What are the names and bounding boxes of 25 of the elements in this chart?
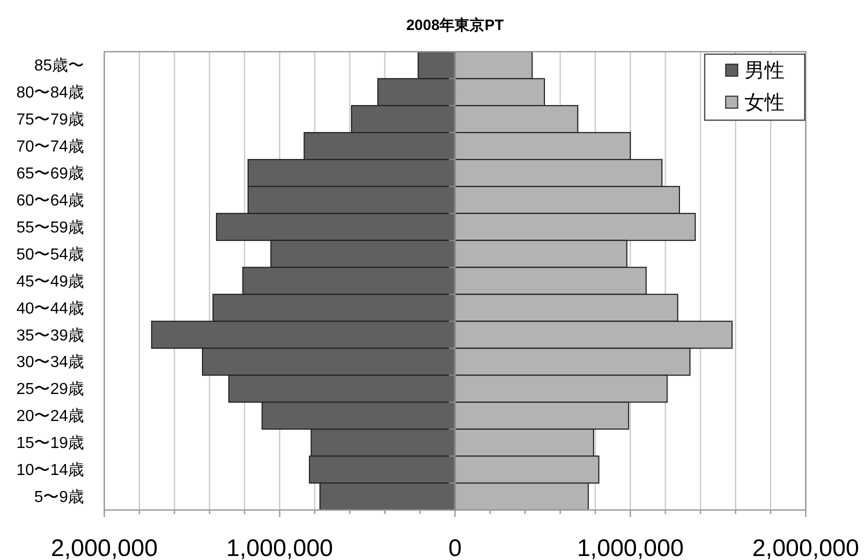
y-tick-label: 10〜14歳 (16, 461, 84, 480)
y-tick-label: 40〜44歳 (16, 299, 84, 318)
x-tick-label: 1,000,000 (576, 535, 684, 560)
y-tick-label: 15〜19歳 (16, 434, 84, 452)
legend-label: 男性 (744, 60, 785, 82)
y-tick-label: 50〜54歳 (16, 245, 84, 264)
y-tick-label: 85歳〜 (34, 56, 84, 75)
x-tick-label: 2,000,000 (50, 535, 158, 560)
y-tick-label: 30〜34歳 (16, 353, 84, 372)
y-tick-label: 35〜39歳 (16, 326, 84, 344)
x-tick-label: 1,000,000 (226, 535, 334, 560)
y-tick-label: 65〜69歳 (16, 164, 84, 183)
y-tick-label: 55〜59歳 (16, 218, 84, 236)
y-tick-label: 60〜64歳 (16, 191, 84, 210)
chart-title: 2008年東京PT (406, 16, 504, 34)
legend-label: 女性 (744, 92, 785, 114)
y-tick-label: 25〜29歳 (16, 380, 84, 398)
x-tick-label: 0 (448, 535, 462, 560)
y-tick-label: 20〜24歳 (16, 407, 84, 426)
y-tick-label: 75〜79歳 (16, 110, 84, 129)
y-tick-label: 5〜9歳 (34, 488, 84, 506)
y-tick-label: 70〜74歳 (16, 138, 84, 156)
x-tick-label: 2,000,000 (752, 535, 860, 560)
y-tick-label: 80〜84歳 (16, 84, 84, 102)
y-tick-label: 45〜49歳 (16, 272, 84, 290)
